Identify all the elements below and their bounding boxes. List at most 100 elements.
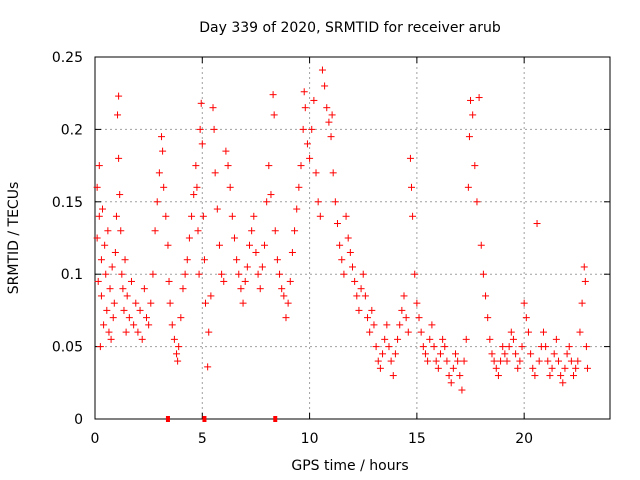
data-point bbox=[308, 125, 316, 133]
data-point bbox=[224, 162, 232, 170]
data-point bbox=[404, 328, 412, 336]
data-point bbox=[192, 162, 200, 170]
data-points bbox=[93, 66, 591, 394]
data-point bbox=[155, 169, 163, 177]
data-point bbox=[125, 314, 133, 322]
data-point bbox=[166, 299, 174, 307]
data-point bbox=[428, 321, 436, 329]
data-point bbox=[215, 241, 223, 249]
data-point bbox=[103, 306, 111, 314]
data-point bbox=[138, 335, 146, 343]
data-point bbox=[559, 379, 567, 387]
data-point bbox=[300, 88, 308, 96]
data-point bbox=[145, 321, 153, 329]
data-point bbox=[325, 118, 333, 126]
data-point bbox=[520, 299, 528, 307]
data-point bbox=[469, 111, 477, 119]
data-point bbox=[218, 270, 226, 278]
data-point bbox=[443, 357, 451, 365]
lost-lock-marker bbox=[202, 416, 207, 422]
data-point bbox=[127, 277, 135, 285]
data-point bbox=[179, 285, 187, 293]
data-point bbox=[490, 357, 498, 365]
y-tick-label: 0.1 bbox=[61, 267, 83, 283]
data-point bbox=[230, 234, 238, 242]
data-point bbox=[269, 91, 277, 99]
data-point bbox=[95, 212, 103, 220]
data-point bbox=[503, 357, 511, 365]
data-point bbox=[194, 227, 202, 235]
data-point bbox=[254, 270, 262, 278]
data-point bbox=[105, 328, 113, 336]
data-point bbox=[321, 82, 329, 90]
data-point bbox=[117, 227, 125, 235]
x-tick-label: 0 bbox=[91, 431, 100, 447]
data-point bbox=[301, 104, 309, 112]
data-point bbox=[97, 292, 105, 300]
data-point bbox=[402, 314, 410, 322]
data-point bbox=[531, 372, 539, 380]
data-point bbox=[108, 263, 116, 271]
data-point bbox=[576, 328, 584, 336]
x-tick-label: 5 bbox=[198, 431, 207, 447]
data-point bbox=[261, 241, 269, 249]
data-point bbox=[165, 277, 173, 285]
data-point bbox=[563, 350, 571, 358]
data-point bbox=[372, 343, 380, 351]
data-point bbox=[507, 328, 515, 336]
data-point bbox=[318, 66, 326, 74]
data-point bbox=[346, 248, 354, 256]
data-point bbox=[370, 321, 378, 329]
x-tick-labels: 0 5 10 15 20 bbox=[91, 431, 534, 447]
data-point bbox=[499, 343, 507, 351]
y-axis-label: SRMTID / TECUs bbox=[6, 182, 22, 295]
data-point bbox=[183, 256, 191, 264]
data-point bbox=[473, 198, 481, 206]
data-point bbox=[284, 299, 292, 307]
plot-frame bbox=[94, 56, 611, 420]
data-point bbox=[114, 111, 122, 119]
data-point bbox=[228, 212, 236, 220]
data-point bbox=[132, 299, 140, 307]
x-axis-label: GPS time / hours bbox=[291, 458, 408, 474]
grid-lines bbox=[95, 57, 610, 419]
data-point bbox=[387, 357, 395, 365]
x-tick-label: 20 bbox=[515, 431, 533, 447]
data-point bbox=[256, 285, 264, 293]
data-point bbox=[104, 227, 112, 235]
data-point bbox=[353, 292, 361, 300]
data-point bbox=[518, 343, 526, 351]
data-point bbox=[173, 350, 181, 358]
data-point bbox=[475, 94, 483, 102]
data-point bbox=[310, 96, 318, 104]
x-tick-label: 10 bbox=[301, 431, 319, 447]
data-point bbox=[174, 357, 182, 365]
data-point bbox=[314, 198, 322, 206]
data-point bbox=[539, 328, 547, 336]
data-point bbox=[464, 183, 472, 191]
data-point bbox=[136, 306, 144, 314]
data-point bbox=[102, 270, 110, 278]
data-point bbox=[535, 357, 543, 365]
data-point bbox=[456, 372, 464, 380]
data-point bbox=[207, 292, 215, 300]
data-point bbox=[204, 363, 212, 371]
data-point bbox=[426, 335, 434, 343]
data-point bbox=[202, 299, 210, 307]
data-point bbox=[162, 212, 170, 220]
data-point bbox=[115, 154, 123, 162]
data-point bbox=[486, 335, 494, 343]
data-point bbox=[164, 241, 172, 249]
data-point bbox=[149, 270, 157, 278]
data-point bbox=[270, 111, 278, 119]
data-point bbox=[116, 191, 124, 199]
data-point bbox=[465, 133, 473, 141]
data-point bbox=[243, 263, 251, 271]
data-point bbox=[299, 125, 307, 133]
data-point bbox=[111, 248, 119, 256]
data-point bbox=[168, 321, 176, 329]
data-point bbox=[501, 350, 509, 358]
data-point bbox=[93, 234, 101, 242]
data-point bbox=[494, 372, 502, 380]
data-point bbox=[94, 277, 102, 285]
